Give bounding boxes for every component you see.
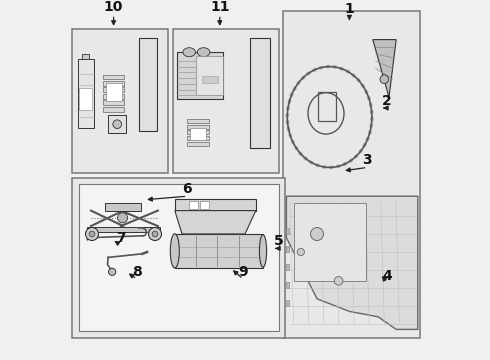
Bar: [196, 56, 223, 95]
Bar: [103, 100, 124, 105]
Circle shape: [297, 248, 304, 256]
Bar: [79, 88, 92, 110]
Text: 6: 6: [183, 182, 192, 196]
Bar: [106, 83, 122, 101]
Bar: [79, 184, 279, 331]
Bar: [103, 87, 124, 92]
Bar: [187, 142, 209, 146]
Circle shape: [148, 228, 162, 240]
Ellipse shape: [183, 48, 196, 57]
Text: 4: 4: [382, 269, 392, 283]
Circle shape: [334, 276, 343, 285]
Bar: [78, 59, 94, 128]
Bar: [176, 52, 223, 99]
Text: 11: 11: [210, 0, 229, 14]
Bar: [202, 76, 218, 83]
Circle shape: [380, 75, 389, 84]
Polygon shape: [286, 196, 418, 329]
Bar: [72, 29, 168, 173]
Bar: [103, 81, 124, 86]
Text: 8: 8: [132, 265, 142, 279]
Text: 1: 1: [344, 2, 354, 16]
Bar: [190, 128, 206, 140]
Bar: [187, 130, 209, 134]
Bar: [283, 11, 419, 338]
Bar: [87, 227, 160, 232]
Bar: [104, 203, 141, 211]
Bar: [108, 115, 126, 133]
Ellipse shape: [197, 48, 210, 57]
Bar: [286, 282, 289, 288]
Bar: [200, 201, 209, 209]
Bar: [294, 203, 366, 281]
Polygon shape: [175, 211, 256, 234]
Ellipse shape: [259, 235, 267, 267]
Circle shape: [311, 228, 323, 240]
Bar: [82, 54, 90, 59]
Bar: [139, 38, 157, 131]
Text: 2: 2: [382, 94, 392, 108]
Polygon shape: [373, 40, 396, 97]
Bar: [175, 234, 263, 268]
Text: 7: 7: [116, 231, 125, 245]
Bar: [250, 38, 270, 148]
Bar: [103, 107, 124, 112]
Bar: [173, 29, 279, 173]
Text: 3: 3: [363, 153, 372, 167]
Bar: [189, 201, 198, 209]
Ellipse shape: [171, 234, 179, 268]
Circle shape: [113, 120, 122, 129]
Text: 9: 9: [239, 265, 248, 279]
Circle shape: [86, 228, 98, 240]
Text: 5: 5: [274, 234, 284, 248]
Bar: [286, 300, 289, 306]
Bar: [187, 136, 209, 140]
Bar: [286, 264, 289, 270]
Text: 10: 10: [104, 0, 123, 14]
Bar: [103, 94, 124, 99]
Bar: [72, 178, 285, 338]
Bar: [318, 92, 336, 121]
Bar: [175, 199, 256, 211]
Bar: [286, 246, 289, 252]
Bar: [286, 228, 289, 234]
Bar: [187, 125, 209, 129]
Circle shape: [152, 231, 158, 237]
Circle shape: [118, 213, 127, 223]
Circle shape: [89, 231, 95, 237]
Circle shape: [109, 268, 116, 275]
Bar: [103, 75, 124, 79]
Bar: [187, 119, 209, 123]
